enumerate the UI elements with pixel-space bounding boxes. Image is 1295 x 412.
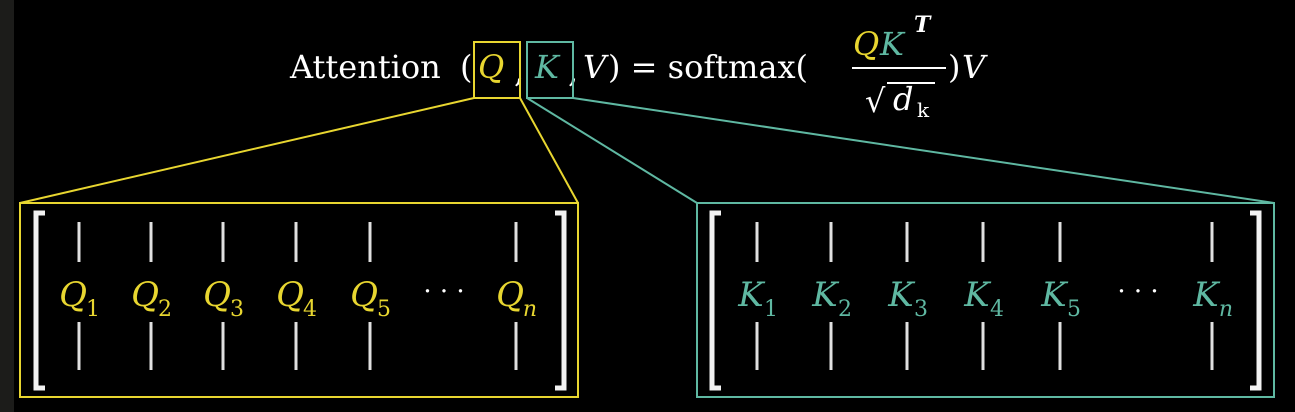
- fraction-numerator-q: Q: [853, 25, 879, 63]
- fraction-numerator-sup: T: [914, 12, 932, 38]
- key-column-symbol: K: [1040, 275, 1069, 315]
- query-columns: Q 1 Q 2 Q 3 Q 4 Q 5 Qn· · ·: [59, 222, 537, 370]
- query-column-symbol: Q: [350, 275, 378, 315]
- query-column-subscript: 4: [303, 297, 317, 322]
- query-column-subscript: n: [523, 297, 537, 322]
- fraction-denominator-d: d: [893, 80, 913, 118]
- query-column-subscript: 5: [377, 297, 391, 322]
- formula-q: Q: [478, 48, 504, 86]
- key-right-bracket: [1250, 210, 1262, 391]
- formula-close-paren: ): [948, 48, 960, 86]
- query-column-symbol: Q: [131, 275, 159, 315]
- key-left-bracket: [709, 210, 721, 391]
- query-column-subscript: 3: [230, 297, 244, 322]
- fraction-sqrt-sign: √: [865, 82, 886, 120]
- q-highlight-box: [473, 41, 521, 99]
- fraction-numerator-k: K: [879, 25, 906, 63]
- left-edge-strip: [0, 0, 14, 412]
- key-column-symbol: K: [1192, 275, 1221, 315]
- query-ellipsis: · · ·: [423, 277, 464, 307]
- key-column-subscript: 4: [990, 297, 1004, 322]
- formula-k: K: [534, 48, 561, 86]
- query-column-subscript: 2: [158, 297, 172, 322]
- formula-func: Attention: [289, 48, 441, 86]
- query-column-symbol: Q: [496, 275, 524, 315]
- key-matrix-frame: [696, 202, 1275, 398]
- formula-tail-v: V: [962, 48, 988, 86]
- q-connector-left: [19, 97, 475, 204]
- key-column-subscript: n: [1219, 297, 1233, 322]
- k-connector-right: [572, 97, 1275, 204]
- query-right-bracket: [555, 210, 567, 391]
- formula-softmax: ) = softmax(: [608, 48, 808, 86]
- k-highlight-box: [526, 41, 574, 99]
- key-column-symbol: K: [963, 275, 992, 315]
- query-column-subscript: 1: [86, 297, 100, 322]
- key-column-subscript: 5: [1067, 297, 1081, 322]
- formula-v: V: [583, 48, 609, 86]
- key-column-symbol: K: [887, 275, 916, 315]
- query-column-symbol: Q: [276, 275, 304, 315]
- key-column-symbol: K: [811, 275, 840, 315]
- fraction-denominator-sub: k: [917, 98, 930, 122]
- k-connector-left: [526, 97, 698, 204]
- key-column-subscript: 2: [838, 297, 852, 322]
- query-column-symbol: Q: [203, 275, 231, 315]
- query-column: Qn: [496, 222, 537, 370]
- query-column-symbol: Q: [59, 275, 87, 315]
- key-column-subscript: 1: [764, 297, 778, 322]
- key-column-subscript: 3: [914, 297, 928, 322]
- key-ellipsis: · · ·: [1117, 277, 1158, 307]
- formula-open-paren: (: [460, 48, 472, 86]
- key-column-symbol: K: [737, 275, 766, 315]
- query-left-bracket: [33, 210, 45, 391]
- attention-formula: Attention ( Q , K , V ) = softmax( Q K T…: [289, 12, 988, 122]
- query-matrix-frame: [19, 202, 579, 398]
- query-matrix: Q 1 Q 2 Q 3 Q 4 Q 5 Qn· · ·: [19, 202, 579, 398]
- q-connector-right: [519, 97, 579, 204]
